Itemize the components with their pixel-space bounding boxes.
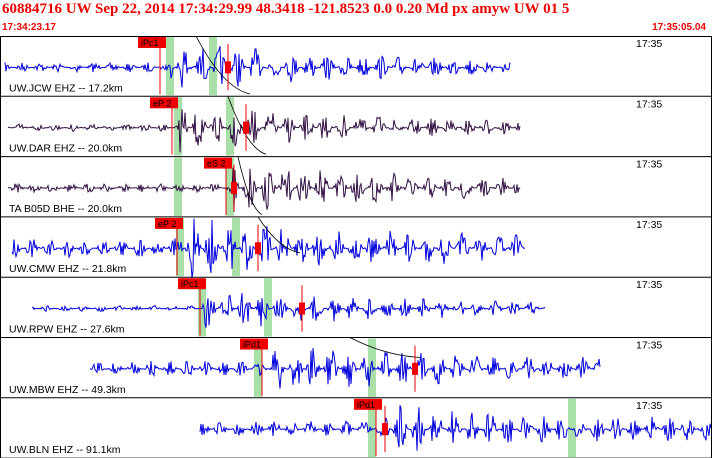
time-label-1: 17:35 [636, 98, 662, 110]
travel-time-curve-5 [349, 337, 421, 358]
pick-label-box-3 [155, 217, 183, 229]
waveform-trace-6 [199, 405, 712, 451]
pick-marker-box-1 [243, 121, 249, 134]
phase-window-2-0 [174, 157, 182, 216]
pick-label-2: eS 2 [207, 159, 226, 169]
pick-label-box-1 [150, 97, 178, 109]
pick-label-box-5 [240, 338, 268, 350]
station-label-4: UW.RPW EHZ -- 27.6km [9, 324, 125, 336]
pick-marker-box-3 [255, 242, 261, 255]
waveform-trace-0 [4, 45, 511, 88]
travel-time-curve-2 [237, 156, 263, 215]
pick-label-box-2 [204, 157, 232, 169]
station-label-5: UW.MBW EHZ -- 49.3km [9, 384, 126, 396]
phase-window-5-0 [254, 338, 262, 397]
time-end-label: 17:35:05.04 [652, 22, 706, 33]
station-label-0: UW.JCW EHZ -- 17.2km [9, 82, 123, 94]
time-label-4: 17:35 [636, 279, 662, 291]
event-title: 60884716 UW Sep 22, 2014 17:34:29.99 48.… [2, 1, 570, 17]
time-label-5: 17:35 [636, 340, 662, 352]
station-label-1: UW.DAR EHZ -- 20.0km [9, 143, 122, 155]
pick-label-6: iPd1 [357, 400, 375, 410]
pick-marker-box-5 [412, 362, 418, 375]
phase-window-6-1 [568, 398, 576, 458]
pick-marker-box-0 [225, 61, 231, 74]
pick-label-box-0 [138, 37, 166, 48]
pick-label-box-6 [354, 398, 382, 410]
waveform-trace-5 [89, 348, 601, 389]
waveform-trace-4 [31, 292, 546, 328]
pick-label-5: iPd1 [243, 340, 261, 350]
time-start-label: 17:34:23.17 [2, 22, 56, 33]
pick-label-3: eP 2 [158, 219, 176, 229]
time-label-0: 17:35 [636, 38, 662, 50]
waveform-trace-3 [11, 218, 526, 279]
travel-time-curve-1 [227, 96, 267, 155]
pick-label-box-4 [178, 278, 206, 290]
pick-marker-box-2 [231, 181, 237, 194]
pick-marker-box-4 [299, 302, 305, 315]
phase-window-0-1 [209, 37, 217, 96]
phase-window-5-1 [368, 338, 376, 397]
pick-label-4: iPc1 [181, 279, 199, 289]
travel-time-curve-3 [257, 216, 301, 254]
waveform-trace-1 [7, 109, 521, 153]
time-label-6: 17:35 [636, 400, 662, 412]
time-label-2: 17:35 [636, 159, 662, 171]
waveform-trace-2 [7, 167, 521, 212]
phase-window-2-1 [226, 157, 234, 216]
station-label-6: UW.BLN EHZ -- 91.1km [9, 444, 121, 456]
pick-label-1: eP 2 [153, 98, 171, 108]
station-label-3: UW.CMW EHZ -- 21.8km [9, 263, 127, 275]
travel-time-curve-0 [195, 36, 251, 95]
pick-marker-box-6 [382, 423, 388, 436]
header-bar: 60884716 UW Sep 22, 2014 17:34:29.99 48.… [0, 0, 712, 36]
seismogram-panel[interactable]: iPc1 UW.JCW EHZ -- 17.2km 17:35 eP 2 UW.DAR … [0, 36, 712, 458]
pick-label-0: iPc1 [141, 38, 159, 48]
phase-window-6-0 [368, 398, 376, 458]
time-label-3: 17:35 [636, 219, 662, 231]
station-label-2: TA B05D BHE -- 20.0km [9, 203, 122, 215]
